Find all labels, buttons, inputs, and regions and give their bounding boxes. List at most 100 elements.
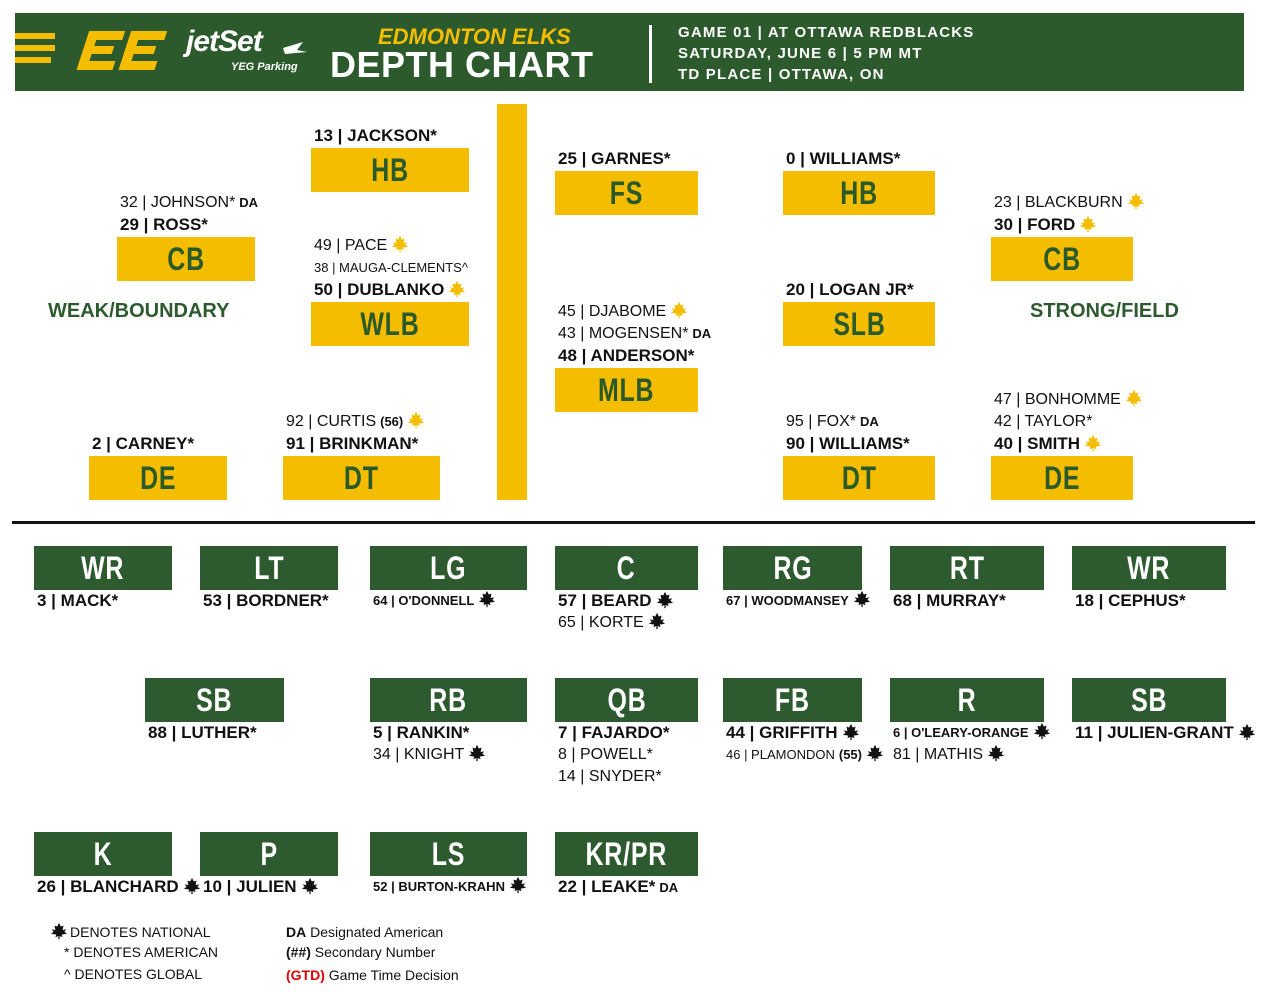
player-name: 23 | BLACKBURN xyxy=(994,194,1123,211)
player-name: 40 | SMITH xyxy=(994,434,1080,453)
player-name: 49 | PACE xyxy=(314,237,388,254)
national-icon xyxy=(656,591,673,609)
position-box: P xyxy=(200,832,338,876)
position-label: HB xyxy=(371,151,409,188)
legend-item: (##) Secondary Number xyxy=(286,944,435,960)
divider xyxy=(649,25,652,83)
player-line: 40 | SMITH xyxy=(994,433,1102,455)
player-name: 0 | WILLIAMS* xyxy=(786,149,901,168)
player-line: 10 | JULIEN xyxy=(203,876,319,898)
player-line: 43 | MOGENSEN* DA xyxy=(558,323,711,345)
logo xyxy=(15,31,307,70)
player-line: 2 | CARNEY* xyxy=(92,433,194,455)
national-icon xyxy=(1125,389,1142,407)
legend-text: DENOTES NATIONAL xyxy=(70,924,211,940)
player-name: 30 | FORD xyxy=(994,215,1076,234)
national-icon xyxy=(408,411,425,429)
player-name: 11 | JULIEN-GRANT xyxy=(1075,723,1234,742)
position-box: WR xyxy=(34,546,172,590)
player-line: 90 | WILLIAMS* xyxy=(786,433,910,455)
player-line: 3 | MACK* xyxy=(37,590,118,612)
player-line: 32 | JOHNSON* DA xyxy=(120,192,258,214)
position-label: HB xyxy=(840,174,878,211)
position-label: RT xyxy=(949,549,985,586)
position-box: WLB xyxy=(311,302,469,346)
position-box: C xyxy=(555,546,698,590)
position-label: C xyxy=(617,549,636,586)
position-label: KR/PR xyxy=(585,835,668,872)
player-line: 92 | CURTIS (56) xyxy=(286,411,425,433)
national-icon xyxy=(671,301,688,319)
position-label: P xyxy=(260,835,278,872)
player-name: 46 | PLAMONDON xyxy=(726,747,835,762)
title: DEPTH CHART xyxy=(330,44,594,85)
player-line: 67 | WOODMANSEY xyxy=(726,590,871,612)
player-name: 10 | JULIEN xyxy=(203,877,297,896)
team-name: EDMONTON ELKS xyxy=(378,24,571,49)
player-tag: DA xyxy=(859,414,879,429)
national-icon xyxy=(509,876,527,894)
player-name: 29 | ROSS* xyxy=(120,215,208,234)
player-line: 50 | DUBLANKO xyxy=(314,279,466,301)
position-label: DT xyxy=(344,459,379,496)
position-box: RT xyxy=(890,546,1044,590)
player-name: 65 | KORTE xyxy=(558,614,644,631)
legend-key: DA xyxy=(286,924,307,940)
position-box: LG xyxy=(370,546,527,590)
player-line: 14 | SNYDER* xyxy=(558,766,662,788)
position-box: WR xyxy=(1072,546,1226,590)
player-line: 8 | POWELL* xyxy=(558,744,653,766)
player-line: 11 | JULIEN-GRANT xyxy=(1075,722,1256,744)
player-line: 30 | FORD xyxy=(994,214,1097,236)
position-box: DT xyxy=(283,456,440,500)
center-bar xyxy=(497,104,527,500)
position-label: SB xyxy=(196,681,233,718)
player-name: 48 | ANDERSON* xyxy=(558,346,695,365)
position-label: SB xyxy=(1130,681,1168,718)
national-icon xyxy=(469,744,486,762)
player-line: 22 | LEAKE* DA xyxy=(558,876,678,898)
player-line: 91 | BRINKMAN* xyxy=(286,433,418,455)
player-line: 46 | PLAMONDON (55) xyxy=(726,744,884,766)
player-name: 20 | LOGAN JR* xyxy=(786,280,914,299)
player-line: 20 | LOGAN JR* xyxy=(786,279,914,301)
national-icon xyxy=(301,877,318,895)
player-name: 38 | MAUGA-CLEMENTS^ xyxy=(314,260,468,275)
legend-text: ^ DENOTES GLOBAL xyxy=(64,966,203,982)
position-box: CB xyxy=(991,237,1133,281)
player-name: 3 | MACK* xyxy=(37,591,119,610)
game-line: TD PLACE | OTTAWA, ON xyxy=(678,66,885,83)
player-line: 53 | BORDNER* xyxy=(203,590,329,612)
position-label: DT xyxy=(841,459,877,496)
position-label: LT xyxy=(253,549,285,586)
side-label: WEAK/BOUNDARY xyxy=(48,300,230,322)
position-box: HB xyxy=(783,171,935,215)
player-line: 7 | FAJARDO* xyxy=(558,722,670,744)
player-name: 7 | FAJARDO* xyxy=(558,723,670,742)
player-name: 91 | BRINKMAN* xyxy=(286,434,419,453)
position-label: SLB xyxy=(832,305,886,342)
player-line: 34 | KNIGHT xyxy=(373,744,486,766)
position-box: KR/PR xyxy=(555,832,698,876)
position-box: CB xyxy=(117,237,255,281)
player-line: 38 | MAUGA-CLEMENTS^ xyxy=(314,257,468,279)
player-name: 50 | DUBLANKO xyxy=(314,280,445,299)
position-label: R xyxy=(957,681,977,718)
player-line: 88 | LUTHER* xyxy=(148,722,257,744)
position-box: K xyxy=(34,832,172,876)
position-label: WLB xyxy=(360,305,420,342)
player-name: 68 | MURRAY* xyxy=(893,591,1006,610)
player-name: 2 | CARNEY* xyxy=(92,434,195,453)
national-icon xyxy=(1127,192,1144,210)
position-label: DE xyxy=(1043,459,1081,496)
position-label: LG xyxy=(430,549,467,586)
player-line: 68 | MURRAY* xyxy=(893,590,1006,612)
player-name: 18 | CEPHUS* xyxy=(1075,591,1186,610)
position-box: LS xyxy=(370,832,527,876)
national-icon xyxy=(1033,722,1050,740)
player-line: 44 | GRIFFITH xyxy=(726,722,860,744)
national-icon xyxy=(1080,215,1097,233)
player-line: 6 | O'LEARY-ORANGE xyxy=(893,722,1051,744)
game-line: GAME 01 | AT OTTAWA REDBLACKS xyxy=(678,24,975,41)
